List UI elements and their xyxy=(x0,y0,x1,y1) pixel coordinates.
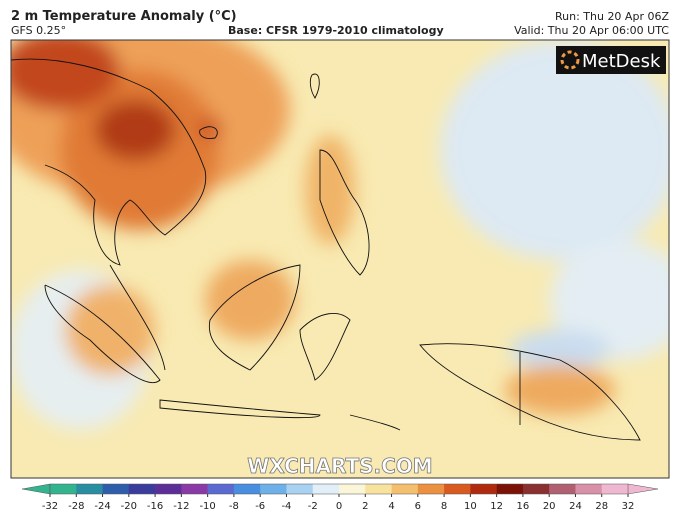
colorbar-segment xyxy=(76,484,103,494)
colorbar-tick-label: 24 xyxy=(569,501,582,512)
colorbar-segment xyxy=(312,484,340,494)
colorbar-tick-label: 20 xyxy=(543,501,556,512)
colorbar-tick-label: 2 xyxy=(362,501,368,512)
colorbar-end xyxy=(21,483,51,495)
colorbar-segment xyxy=(155,484,182,494)
colorbar-segment xyxy=(233,484,261,494)
colorbar-tick-label: -24 xyxy=(94,501,110,512)
colorbar-tick-label: 8 xyxy=(441,501,447,512)
colorbar-segment xyxy=(365,484,392,494)
colorbar-segment xyxy=(496,484,524,494)
colorbar-tick-label: 10 xyxy=(464,501,477,512)
colorbar-end xyxy=(627,483,659,495)
colorbar-tick-label: -28 xyxy=(68,501,84,512)
run: Run: Thu 20 Apr 06Z xyxy=(555,10,669,23)
colorbar-tick-label: -12 xyxy=(173,501,189,512)
colorbar-tick-label: 28 xyxy=(595,501,608,512)
model: GFS 0.25° xyxy=(11,24,66,37)
colorbar-tick-label: 4 xyxy=(388,501,394,512)
logo: MetDesk xyxy=(582,51,661,72)
colorbar-tick-label: -4 xyxy=(281,501,291,512)
map-frame xyxy=(10,39,670,479)
colorbar-tick-label: 16 xyxy=(517,501,530,512)
colorbar-segment xyxy=(417,484,445,494)
colorbar-segment xyxy=(575,484,603,494)
colorbar-segment xyxy=(128,484,156,494)
colorbar-segment xyxy=(549,484,576,494)
logo-box xyxy=(556,46,666,74)
colorbar-tick-label: 6 xyxy=(415,501,421,512)
colorbar-segment xyxy=(444,484,471,494)
colorbar-segment xyxy=(391,484,419,494)
colorbar-segment xyxy=(207,484,235,494)
colorbar-tick-label: -10 xyxy=(199,501,215,512)
colorbar: -32 -28 -24 -20 -16 -12 -10 -8 -6 -4 -2 0 2 4 6 8 10 12 16… xyxy=(21,483,659,512)
base: Base: CFSR 1979-2010 climatology xyxy=(228,24,444,37)
colorbar-segment xyxy=(50,484,77,494)
colorbar-tick-label: 0 xyxy=(336,501,342,512)
colorbar-segment xyxy=(522,484,550,494)
colorbar-segment xyxy=(260,484,287,494)
colorbar-tick-label: -16 xyxy=(147,501,163,512)
colorbar-segment xyxy=(102,484,130,494)
colorbar-tick-label: 12 xyxy=(490,501,503,512)
colorbar-tick-label: -32 xyxy=(42,501,58,512)
logo-icon xyxy=(560,50,580,70)
colorbar-segment xyxy=(286,484,314,494)
map xyxy=(11,40,669,478)
colorbar-segment xyxy=(470,484,497,494)
title: 2 m Temperature Anomaly (°C) xyxy=(11,9,237,24)
watermark: WXCHARTS.COM xyxy=(247,454,432,478)
colorbar-tick-label: 32 xyxy=(622,501,635,512)
colorbar-segment xyxy=(181,484,208,494)
colorbar-tick-label: -6 xyxy=(255,501,265,512)
colorbar-tick-label: -20 xyxy=(121,501,137,512)
colorbar-segment xyxy=(601,484,629,494)
valid: Valid: Thu 20 Apr 06:00 UTC xyxy=(514,24,669,37)
colorbar-tick-label: -8 xyxy=(229,501,239,512)
colorbar-tick-label: -2 xyxy=(308,501,318,512)
colorbar-segment xyxy=(339,484,366,494)
